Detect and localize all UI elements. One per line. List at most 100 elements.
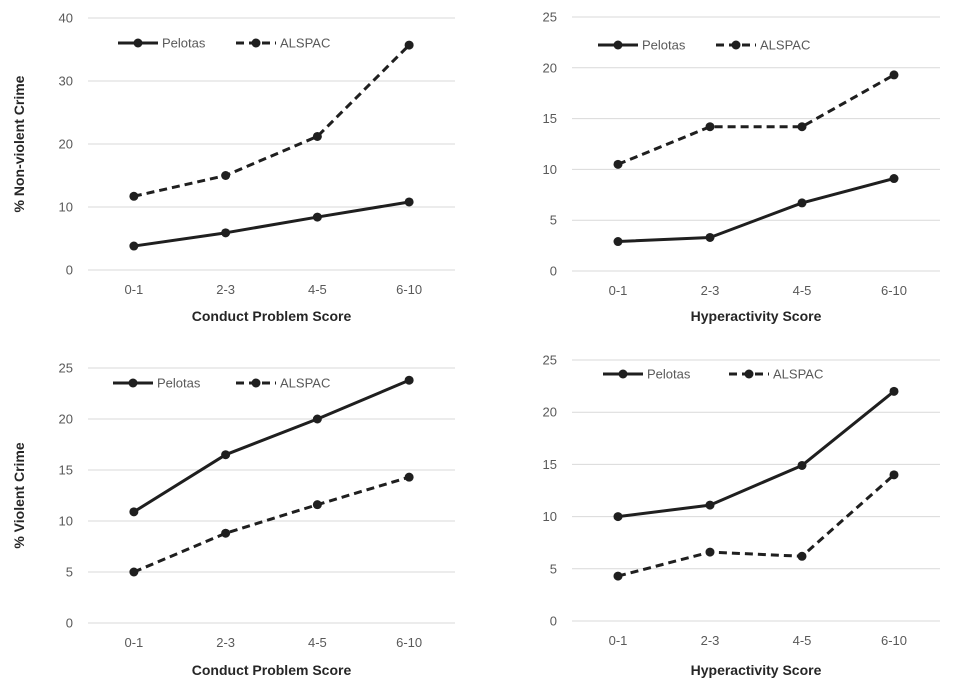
data-point-pelotas (705, 232, 715, 242)
y-tick-label: 0 (550, 614, 557, 629)
series-line-pelotas (133, 378, 410, 514)
series-line-alspac (133, 475, 410, 574)
y-tick-label: 25 (59, 361, 73, 376)
y-tick-label: 15 (543, 111, 557, 126)
y-axis-title: % Non-violent Crime (11, 75, 27, 212)
data-point-alspac (797, 551, 807, 561)
x-tick-label: 6-10 (396, 282, 422, 297)
series-line-alspac (133, 44, 411, 198)
x-tick-label: 6-10 (396, 635, 422, 650)
data-point-alspac (129, 191, 139, 201)
data-point-alspac (705, 122, 715, 132)
data-point-alspac (312, 500, 322, 510)
data-point-pelotas (221, 450, 231, 460)
data-point-pelotas (129, 507, 139, 517)
legend-label-pelotas: Pelotas (162, 36, 206, 51)
y-tick-label: 15 (543, 457, 557, 472)
data-point-alspac (705, 547, 715, 557)
y-tick-label: 10 (543, 162, 557, 177)
x-axis-title: Conduct Problem Score (192, 662, 352, 678)
x-tick-label: 0-1 (124, 635, 143, 650)
x-tick-label: 4-5 (793, 283, 812, 298)
data-point-alspac (613, 571, 623, 581)
data-point-pelotas (797, 198, 807, 208)
data-point-pelotas (705, 500, 715, 510)
y-axis-title: % Violent Crime (11, 442, 27, 549)
data-point-pelotas (889, 174, 899, 184)
data-point-pelotas (129, 241, 139, 251)
legend-marker-pelotas (618, 369, 628, 379)
legend-marker-pelotas (133, 38, 143, 48)
x-tick-label: 6-10 (881, 283, 907, 298)
series-line-pelotas (133, 200, 410, 248)
y-tick-label: 5 (550, 213, 557, 228)
y-tick-label: 25 (543, 353, 557, 368)
data-point-pelotas (221, 228, 231, 238)
data-point-alspac (221, 528, 231, 538)
x-axis-title: Hyperactivity Score (691, 308, 822, 324)
chart-panel-violent-conduct: 0 5 10 15 20 25 0-1 2-3 4-5 6-10 Conduct Problem S… (11, 361, 455, 678)
data-point-pelotas (404, 375, 414, 385)
x-tick-label: 2-3 (701, 283, 720, 298)
y-tick-label: 10 (59, 514, 73, 529)
series-line-alspac (617, 73, 895, 166)
y-tick-label: 25 (543, 10, 557, 25)
legend-marker-pelotas (613, 40, 623, 50)
x-tick-label: 2-3 (216, 635, 235, 650)
legend-marker-alspac (251, 378, 261, 388)
x-tick-label: 2-3 (216, 282, 235, 297)
y-tick-label: 20 (59, 412, 73, 427)
data-point-alspac (613, 159, 623, 169)
data-point-pelotas (797, 460, 807, 470)
legend-label-alspac: ALSPAC (773, 367, 823, 382)
y-tick-label: 40 (59, 11, 73, 26)
data-point-alspac (404, 40, 414, 50)
x-axis-title: Hyperactivity Score (691, 662, 822, 678)
y-tick-label: 5 (550, 561, 557, 576)
data-point-alspac (404, 472, 414, 482)
y-tick-label: 0 (66, 263, 73, 278)
y-tick-label: 10 (543, 509, 557, 524)
series-line-pelotas (617, 390, 895, 519)
data-point-pelotas (312, 414, 322, 424)
data-point-pelotas (613, 237, 623, 247)
legend-label-pelotas: Pelotas (642, 38, 686, 53)
x-axis-title: Conduct Problem Score (192, 308, 352, 324)
chart-panel-nonviolent-hyper: 0 5 10 15 20 25 0-1 2-3 4-5 6-10 Hyperactivity Sco… (543, 10, 940, 324)
legend-marker-alspac (744, 369, 754, 379)
series-line-pelotas (617, 177, 895, 244)
data-point-alspac (221, 171, 231, 180)
legend-marker-alspac (251, 38, 261, 48)
legend-label-pelotas: Pelotas (647, 367, 691, 382)
data-point-alspac (312, 131, 322, 141)
legend-label-alspac: ALSPAC (760, 38, 810, 53)
y-tick-label: 5 (66, 565, 73, 580)
y-tick-label: 15 (59, 463, 73, 478)
data-point-alspac (889, 70, 899, 80)
data-point-alspac (129, 567, 139, 577)
x-tick-label: 6-10 (881, 633, 907, 648)
x-tick-label: 2-3 (701, 633, 720, 648)
chart-panel-nonviolent-conduct: 0 10 20 30 40 0-1 2-3 4-5 6-10 Conduct Problem Sc… (11, 11, 455, 324)
x-tick-label: 4-5 (308, 282, 327, 297)
data-point-pelotas (404, 197, 414, 207)
chart-panel-violent-hyper: 0 5 10 15 20 25 0-1 2-3 4-5 6-10 Hyperactivity Sco… (543, 353, 940, 678)
legend-marker-alspac (731, 40, 741, 50)
y-tick-label: 20 (543, 405, 557, 420)
legend-label-pelotas: Pelotas (157, 376, 201, 391)
data-point-pelotas (889, 386, 899, 396)
x-tick-label: 0-1 (609, 283, 628, 298)
y-tick-label: 20 (59, 137, 73, 152)
data-point-pelotas (613, 512, 623, 522)
x-tick-label: 4-5 (308, 635, 327, 650)
legend-marker-pelotas (128, 378, 138, 388)
x-tick-label: 4-5 (793, 633, 812, 648)
x-tick-label: 0-1 (609, 633, 628, 648)
y-tick-label: 30 (59, 74, 73, 89)
legend-label-alspac: ALSPAC (280, 36, 330, 51)
data-point-alspac (797, 122, 807, 132)
y-tick-label: 20 (543, 60, 557, 75)
series-line-alspac (617, 473, 895, 578)
data-point-alspac (889, 470, 899, 480)
